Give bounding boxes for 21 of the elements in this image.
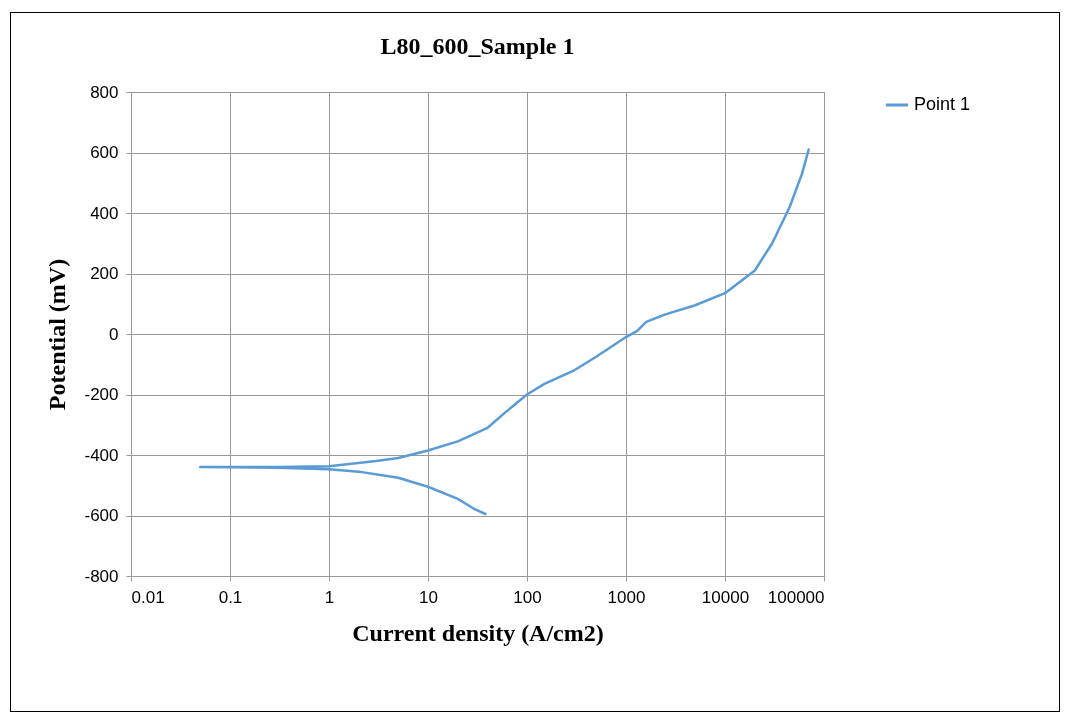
y-tick-label: -400	[84, 445, 119, 465]
y-tick-label: 600	[90, 143, 119, 162]
x-tick-label: 10000	[701, 587, 750, 607]
legend-label: Point 1	[914, 94, 971, 114]
y-tick-label: 800	[90, 82, 119, 102]
x-tick-label: 100000	[767, 587, 825, 607]
x-tick-label: 100	[513, 587, 542, 607]
y-tick-label: 400	[90, 203, 119, 223]
x-axis-title: Current density (A/cm2)	[352, 619, 604, 646]
x-tick-label: 0.1	[218, 587, 243, 607]
x-tick-label: 1000	[607, 587, 646, 607]
y-tick-label: -200	[84, 385, 119, 404]
x-tick-label: 1	[324, 587, 335, 607]
y-tick-label: -800	[84, 566, 119, 586]
y-tick-label: 0	[109, 324, 119, 344]
y-axis-title: Potential (mV)	[44, 258, 71, 411]
y-tick-label: -600	[84, 506, 119, 525]
chart-title: L80_600_Sample 1	[380, 33, 575, 59]
x-tick-label: 0.01	[131, 587, 165, 607]
x-tick-label: 10	[419, 587, 438, 607]
y-tick-label: 200	[90, 264, 119, 283]
